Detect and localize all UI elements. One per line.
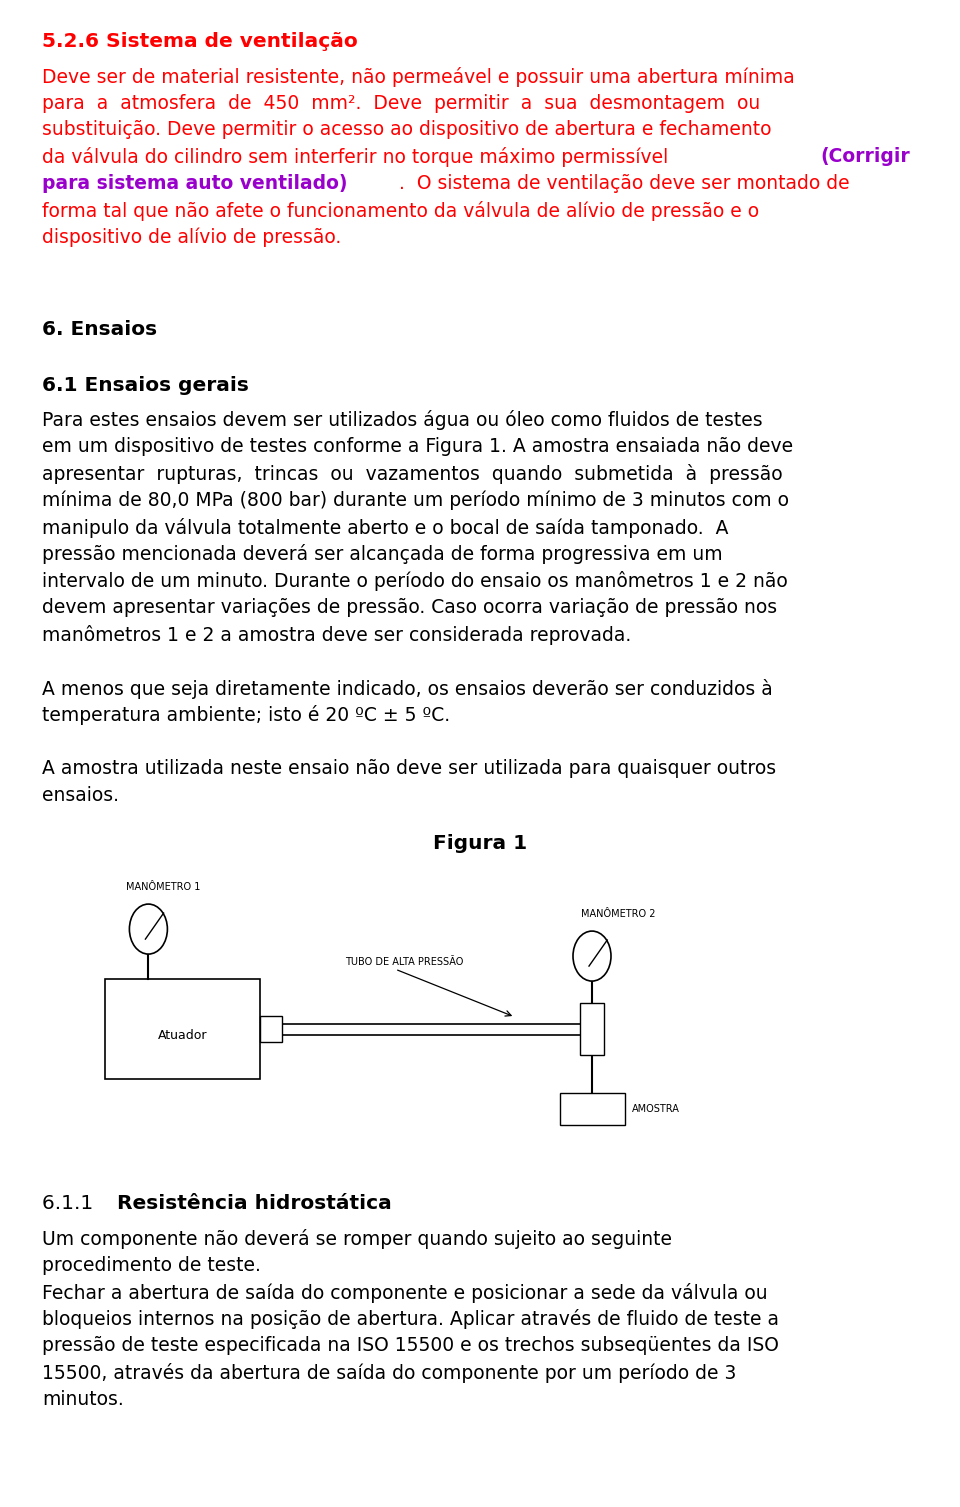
Ellipse shape (130, 904, 167, 954)
Text: 6. Ensaios: 6. Ensaios (42, 321, 157, 339)
Text: 15500, através da abertura de saída do componente por um período de 3: 15500, através da abertura de saída do c… (42, 1362, 736, 1383)
Text: substituição. Deve permitir o acesso ao dispositivo de abertura e fechamento: substituição. Deve permitir o acesso ao … (42, 121, 772, 140)
Text: TUBO DE ALTA PRESSÃO: TUBO DE ALTA PRESSÃO (345, 957, 464, 967)
Text: Deve ser de material resistente, não permeável e possuir uma abertura mínima: Deve ser de material resistente, não per… (42, 66, 795, 87)
Text: .  O sistema de ventilação deve ser montado de: . O sistema de ventilação deve ser monta… (399, 173, 850, 193)
Text: intervalo de um minuto. Durante o período do ensaio os manômetros 1 e 2 não: intervalo de um minuto. Durante o períod… (42, 571, 788, 591)
Text: 6.1 Ensaios gerais: 6.1 Ensaios gerais (42, 375, 249, 395)
Text: da válvula do cilindro sem interferir no torque máximo permissível: da válvula do cilindro sem interferir no… (42, 148, 674, 167)
Text: minutos.: minutos. (42, 1389, 124, 1409)
Text: A amostra utilizada neste ensaio não deve ser utilizada para quaisquer outros: A amostra utilizada neste ensaio não dev… (42, 760, 776, 778)
Bar (105, 980, 260, 1079)
Bar (580, 1004, 604, 1055)
Text: para  a  atmosfera  de  450  mm².  Deve  permitir  a  sua  desmontagem  ou: para a atmosfera de 450 mm². Deve permit… (42, 93, 760, 113)
Text: dispositivo de alívio de pressão.: dispositivo de alívio de pressão. (42, 228, 341, 247)
Ellipse shape (573, 931, 611, 981)
Bar (260, 1016, 282, 1041)
Text: procedimento de teste.: procedimento de teste. (42, 1255, 261, 1275)
Text: Resistência hidrostática: Resistência hidrostática (117, 1194, 392, 1213)
Text: ensaios.: ensaios. (42, 787, 119, 805)
Text: (Corrigir: (Corrigir (821, 148, 911, 166)
Text: A menos que seja diretamente indicado, os ensaios deverão ser conduzidos à: A menos que seja diretamente indicado, o… (42, 678, 773, 699)
Text: devem apresentar variações de pressão. Caso ocorra variação de pressão nos: devem apresentar variações de pressão. C… (42, 598, 778, 616)
Text: 5.2.6 Sistema de ventilação: 5.2.6 Sistema de ventilação (42, 32, 358, 51)
Text: MANÔMETRO 1: MANÔMETRO 1 (126, 882, 200, 892)
Bar (560, 1093, 625, 1126)
Text: manômetros 1 e 2 a amostra deve ser considerada reprovada.: manômetros 1 e 2 a amostra deve ser cons… (42, 625, 632, 645)
Text: para sistema auto ventilado): para sistema auto ventilado) (42, 173, 348, 193)
Text: Para estes ensaios devem ser utilizados água ou óleo como fluidos de testes: Para estes ensaios devem ser utilizados … (42, 410, 762, 431)
Text: em um dispositivo de testes conforme a Figura 1. A amostra ensaiada não deve: em um dispositivo de testes conforme a F… (42, 437, 793, 457)
Text: pressão mencionada deverá ser alcançada de forma progressiva em um: pressão mencionada deverá ser alcançada … (42, 544, 723, 565)
Text: pressão de teste especificada na ISO 15500 e os trechos subseqüentes da ISO: pressão de teste especificada na ISO 155… (42, 1337, 779, 1355)
Text: mínima de 80,0 MPa (800 bar) durante um período mínimo de 3 minutos com o: mínima de 80,0 MPa (800 bar) durante um … (42, 491, 789, 511)
Text: AMOSTRA: AMOSTRA (632, 1105, 680, 1114)
Text: Figura 1: Figura 1 (433, 833, 527, 853)
Text: forma tal que não afete o funcionamento da válvula de alívio de pressão e o: forma tal que não afete o funcionamento … (42, 200, 759, 222)
Text: Um componente não deverá se romper quando sujeito ao seguinte: Um componente não deverá se romper quand… (42, 1228, 672, 1249)
Text: Atuador: Atuador (157, 1029, 207, 1041)
Text: apresentar  rupturas,  trincas  ou  vazamentos  quando  submetida  à  pressão: apresentar rupturas, trincas ou vazament… (42, 464, 782, 484)
Text: 6.1.1: 6.1.1 (42, 1194, 100, 1213)
Text: temperatura ambiente; isto é 20 ºC ± 5 ºC.: temperatura ambiente; isto é 20 ºC ± 5 º… (42, 705, 450, 725)
Text: bloqueios internos na posição de abertura. Aplicar através de fluido de teste a: bloqueios internos na posição de abertur… (42, 1310, 779, 1329)
Text: manipulo da válvula totalmente aberto e o bocal de saída tamponado.  A: manipulo da válvula totalmente aberto e … (42, 518, 729, 538)
Text: MANÔMETRO 2: MANÔMETRO 2 (581, 909, 655, 919)
Text: Fechar a abertura de saída do componente e posicionar a sede da válvula ou: Fechar a abertura de saída do componente… (42, 1282, 768, 1302)
